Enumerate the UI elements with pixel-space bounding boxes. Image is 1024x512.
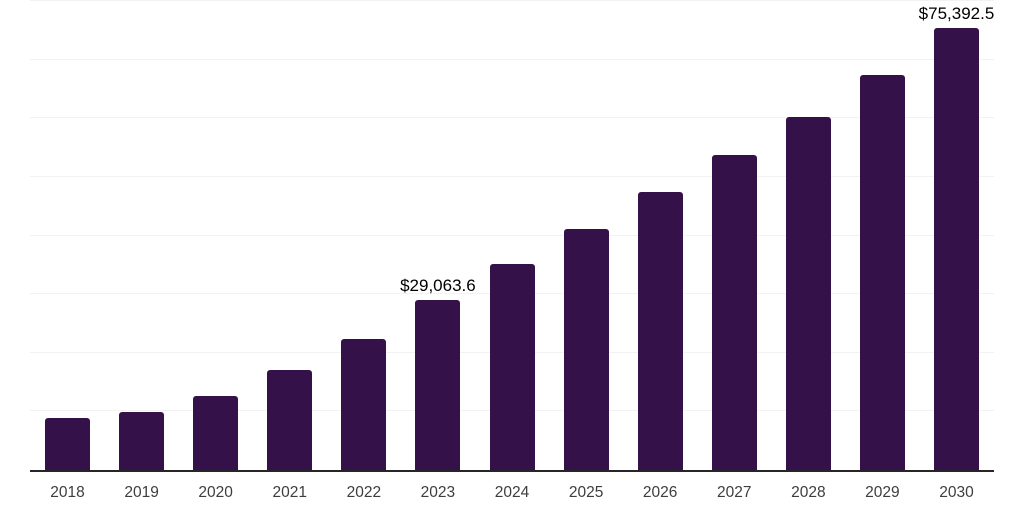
- value-label-2023: $29,063.6: [400, 275, 476, 295]
- bar-2029[interactable]: [859, 74, 905, 470]
- gridline: [30, 175, 994, 177]
- x-tick-label-2019: 2019: [124, 484, 159, 501]
- bar-2021[interactable]: [267, 370, 313, 470]
- x-tick-label-2018: 2018: [50, 484, 85, 501]
- value-label-2030: $75,392.5: [918, 4, 995, 24]
- bar-2030[interactable]: [934, 28, 979, 470]
- x-tick-label-2022: 2022: [346, 484, 382, 501]
- x-tick-label-2028: 2028: [791, 484, 826, 501]
- x-tick-label-2025: 2025: [568, 484, 604, 501]
- x-tick-label-2024: 2024: [494, 484, 530, 501]
- gridline: [30, 58, 994, 60]
- x-axis-line: [30, 470, 994, 472]
- gridline: [30, 0, 994, 1]
- bar-2028[interactable]: [785, 116, 831, 470]
- bar-2020[interactable]: [193, 396, 239, 470]
- x-tick-label-2027: 2027: [717, 484, 752, 501]
- bar-2024[interactable]: [489, 264, 535, 470]
- bar-2027[interactable]: [711, 154, 757, 470]
- x-tick-label-2021: 2021: [272, 484, 307, 501]
- x-tick-label-2029: 2029: [865, 484, 900, 501]
- bar-2018[interactable]: [45, 417, 90, 470]
- bar-2026[interactable]: [637, 191, 683, 470]
- bar-2019[interactable]: [119, 411, 165, 470]
- x-tick-label-2020: 2020: [198, 484, 233, 501]
- gridline: [30, 117, 994, 119]
- x-tick-label-2023: 2023: [420, 484, 456, 501]
- bar-2023[interactable]: [415, 299, 461, 470]
- bar-2022[interactable]: [341, 338, 387, 470]
- x-tick-label-2026: 2026: [642, 484, 678, 501]
- x-axis-labels: 2018 2019 2020 2021 2022 2023 2024 2025 2026 2027…: [30, 485, 994, 505]
- plot-area: $29,063.6 $75,392.5: [30, 0, 995, 470]
- gridline: [30, 234, 994, 236]
- bar-2025[interactable]: [563, 229, 609, 470]
- x-tick-label-2030: 2030: [939, 484, 974, 501]
